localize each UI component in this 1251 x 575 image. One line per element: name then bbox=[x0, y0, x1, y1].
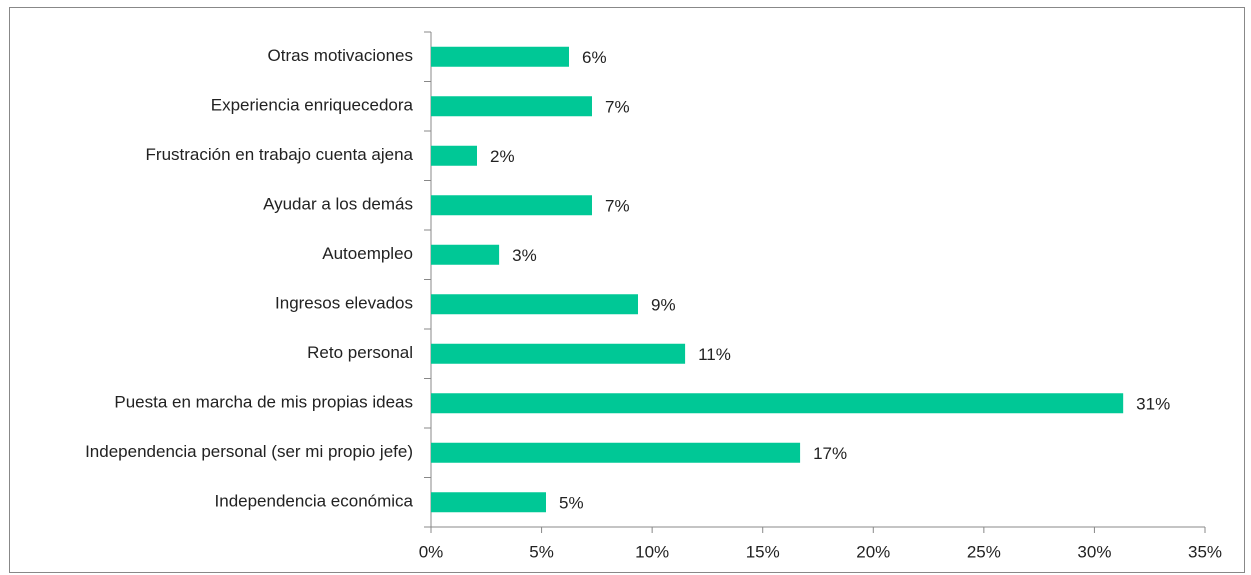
value-label: 6% bbox=[582, 48, 607, 67]
value-label: 17% bbox=[813, 444, 847, 463]
bar bbox=[431, 294, 638, 315]
value-label: 5% bbox=[559, 494, 584, 513]
x-tick-label: 35% bbox=[1188, 542, 1222, 561]
bar bbox=[431, 343, 686, 364]
x-tick-label: 5% bbox=[529, 542, 554, 561]
y-tick-label: Reto personal bbox=[307, 343, 413, 362]
x-tick-label: 0% bbox=[419, 542, 444, 561]
bar bbox=[431, 492, 546, 513]
value-label: 7% bbox=[605, 98, 630, 117]
y-tick-label: Frustración en trabajo cuenta ajena bbox=[146, 145, 414, 164]
y-tick-label: Otras motivaciones bbox=[268, 46, 414, 65]
chart-frame bbox=[9, 7, 1245, 573]
value-label: 7% bbox=[605, 197, 630, 216]
y-tick-label: Ingresos elevados bbox=[275, 294, 413, 313]
value-label: 31% bbox=[1136, 395, 1170, 414]
x-tick-label: 10% bbox=[635, 542, 669, 561]
x-tick-label: 15% bbox=[746, 542, 780, 561]
bar bbox=[431, 195, 592, 216]
bar bbox=[431, 393, 1124, 414]
bar bbox=[431, 442, 801, 463]
bar bbox=[431, 96, 592, 117]
y-tick-label: Autoempleo bbox=[322, 244, 413, 263]
x-tick-label: 20% bbox=[856, 542, 890, 561]
x-tick-label: 25% bbox=[967, 542, 1001, 561]
value-label: 3% bbox=[512, 246, 537, 265]
value-label: 2% bbox=[490, 147, 515, 166]
y-tick-label: Independencia personal (ser mi propio je… bbox=[85, 442, 413, 461]
y-tick-label: Independencia económica bbox=[215, 492, 414, 511]
y-tick-label: Puesta en marcha de mis propias ideas bbox=[114, 393, 413, 412]
value-label: 9% bbox=[651, 296, 676, 315]
bar bbox=[431, 244, 500, 265]
bar bbox=[431, 46, 569, 67]
bar bbox=[431, 145, 477, 166]
y-tick-label: Experiencia enriquecedora bbox=[211, 96, 414, 115]
x-tick-label: 30% bbox=[1077, 542, 1111, 561]
value-label: 11% bbox=[698, 345, 731, 364]
y-tick-label: Ayudar a los demás bbox=[263, 195, 413, 214]
